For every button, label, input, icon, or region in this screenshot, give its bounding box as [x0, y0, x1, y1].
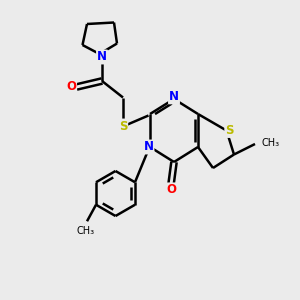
Text: S: S: [119, 119, 127, 133]
Text: N: N: [143, 140, 154, 154]
Text: S: S: [225, 124, 234, 137]
Text: CH₃: CH₃: [262, 137, 280, 148]
Text: N: N: [169, 90, 179, 104]
Text: O: O: [66, 80, 76, 94]
Text: O: O: [166, 183, 176, 196]
Text: CH₃: CH₃: [76, 226, 94, 236]
Text: N: N: [97, 50, 107, 64]
